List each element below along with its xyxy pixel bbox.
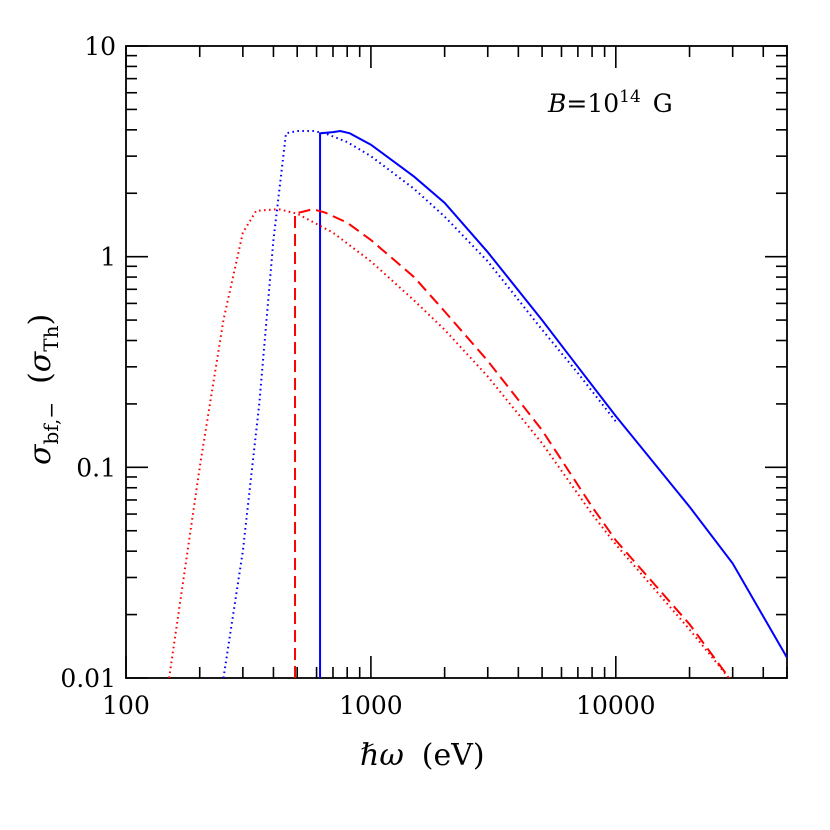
ticks: [125, 45, 788, 679]
y-tick-label: 10: [84, 32, 116, 61]
tick-labels: 100 1000 10000 0.01 0.1 1 10: [60, 32, 655, 720]
x-tick-label: 100: [102, 691, 150, 720]
y-tick-label: 1: [100, 243, 116, 272]
y-tick-label: 0.1: [76, 453, 116, 482]
y-tick-label: 0.01: [60, 664, 116, 693]
y-axis-label: σbf,−(σTh): [23, 314, 63, 465]
annotation: B=1014 G: [547, 87, 673, 118]
series-line-2: [222, 129, 617, 678]
plot-frame: [125, 45, 788, 679]
x-tick-label: 1000: [339, 691, 403, 720]
series-line-3: [294, 208, 731, 678]
x-tick-label: 10000: [576, 691, 656, 720]
series-line-1: [319, 129, 787, 678]
series-line-4: [168, 208, 731, 678]
x-axis-label: ℏω (eV): [360, 738, 485, 773]
series-group: [168, 129, 787, 678]
